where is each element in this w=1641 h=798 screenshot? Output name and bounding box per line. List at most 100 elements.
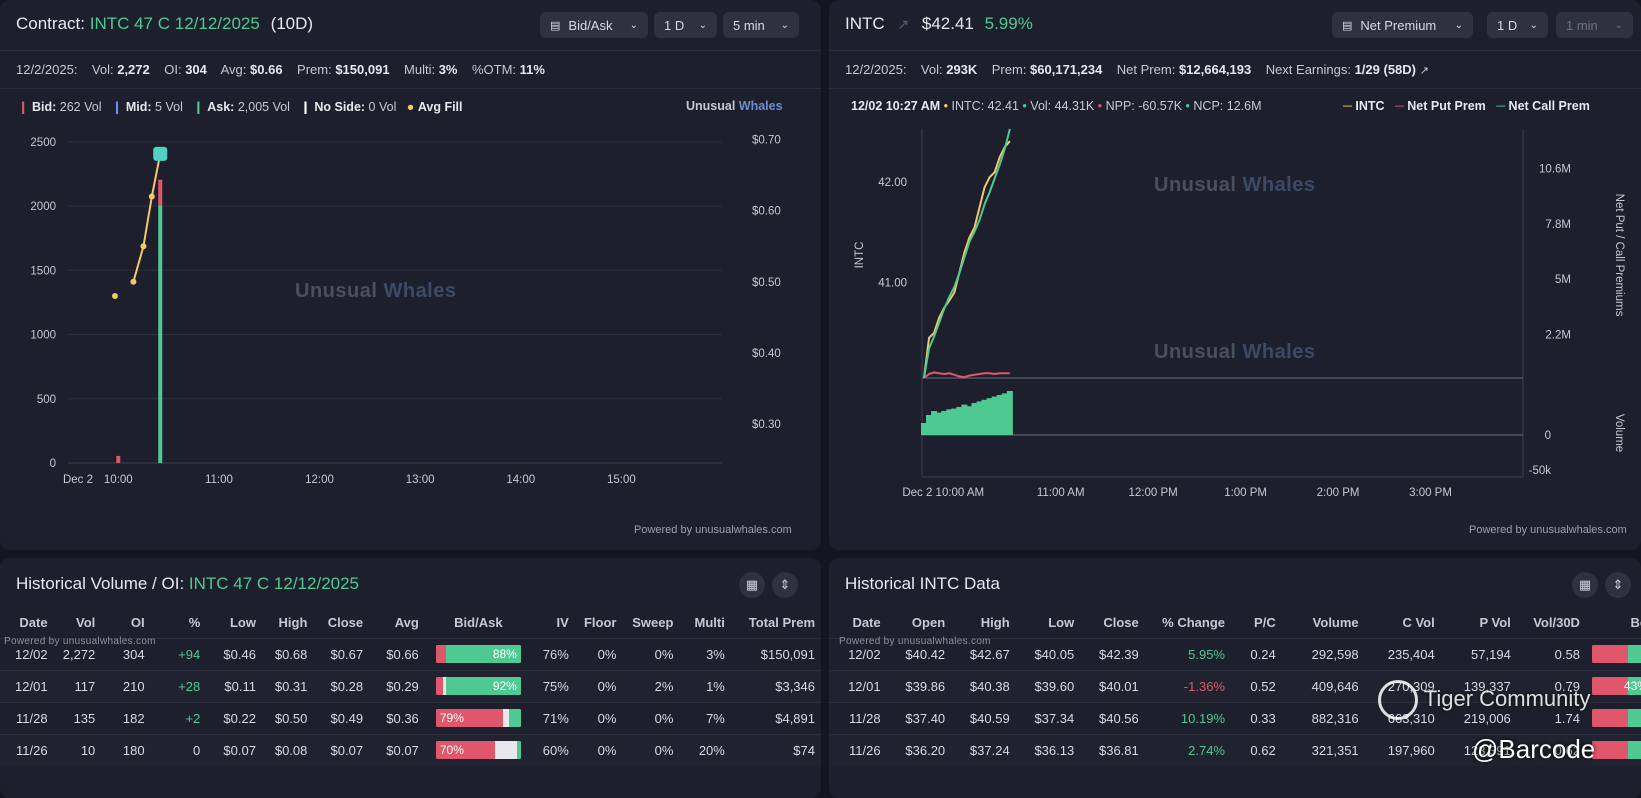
column-header[interactable]: Total Prem [748,615,815,631]
column-header[interactable]: High [278,615,308,631]
interval-dropdown-label: 5 min [733,17,765,33]
contract-symbol[interactable]: INTC 47 C 12/12/2025 [89,14,260,33]
powered-by[interactable]: Powered by unusualwhales.com [1469,524,1627,536]
powered-by[interactable]: Powered by unusualwhales.com [839,636,991,647]
column-header[interactable]: Close [327,615,364,631]
metric-dropdown-label: Net Premium [1360,17,1437,33]
table-cell: $40.59 [951,701,1016,734]
stats-avg: $0.66 [250,62,283,77]
column-header[interactable]: Floor [583,615,617,631]
volume-bar [936,412,943,435]
chart-watermark: Unusual Whales [295,280,457,302]
interval-dropdown[interactable]: 1 min ⌄ [1556,12,1633,38]
column-header[interactable]: Low [1048,615,1075,631]
y-right-tick-label: 7.8M [1545,219,1571,231]
table-cell: -1.36% [1144,669,1231,702]
column-header[interactable]: Volume [1312,615,1359,631]
volume-tick-label: 0 [1545,430,1551,442]
column-header[interactable]: C Vol [1402,615,1435,631]
column-header[interactable]: Sweep [632,615,674,631]
column-header[interactable]: IV [556,615,569,631]
column-header[interactable]: Vol [76,615,96,631]
interval-dropdown[interactable]: 5 min ⌄ [723,12,799,38]
y-right-tick-label: $0.50 [752,277,781,289]
column-header[interactable]: Avg [394,615,419,631]
column-header[interactable]: % [188,615,201,631]
table-row[interactable]: 12/02 $40.42 $42.67 $40.05 $42.39 5.95% 0.24 29… [829,637,1641,670]
table-cell: $40.01 [1080,669,1145,702]
legend-intc: INTC [1355,99,1385,113]
table-cell: 210 [101,669,151,702]
column-header[interactable]: P/C [1254,615,1276,631]
table-row[interactable]: 12/02 2,272 304 +94 $0.46 $0.68 $0.67 $0.66 88% 7… [0,637,821,670]
historical-contract-title: Historical Volume / OI: INTC 47 C 12/12/… [16,574,360,593]
ask-legend-value: 2,005 Vol [237,100,290,114]
table-cell: 11/26 [0,733,54,766]
table-row[interactable]: 11/26 $36.20 $37.24 $36.13 $36.81 2.74% 0.62 32… [829,733,1641,766]
volume-tick-label: -50k [1529,465,1552,477]
column-header[interactable]: Date [19,615,48,631]
table-settings-icon[interactable]: ▦ [1572,572,1598,598]
table-cell: $4,891 [730,701,821,734]
column-header[interactable]: Low [229,615,256,631]
y-right-tick-label: $0.70 [752,135,781,147]
table-cell: 2% [622,669,680,702]
table-cell: $0.11 [206,669,262,702]
x-tick-label: 15:00 [607,474,636,486]
column-header[interactable]: OI [130,615,145,631]
metric-dropdown[interactable]: ▤ Net Premium ⌄ [1332,12,1473,38]
table-row[interactable]: 12/01 117 210 +28 $0.11 $0.31 $0.28 $0.29 92% 75%… [0,669,821,702]
table-cell: $40.42 [886,637,952,670]
range-dropdown[interactable]: 1 D ⌄ [654,12,717,38]
chart-watermark: Unusual Whales [1154,174,1316,196]
column-header[interactable]: High [980,615,1010,631]
bid-ask-percent: 70% [439,743,464,758]
column-header[interactable]: Vol/30D [1533,615,1580,631]
bid-legend-swatch: ❙ [18,100,29,114]
range-dropdown[interactable]: 1 D ⌄ [1487,12,1548,38]
expand-icon[interactable]: ⇕ [772,572,798,598]
bid-ask-bar: 70% [435,741,521,760]
table-cell: $3,346 [730,669,821,702]
column-header[interactable]: Bid/Ask [454,615,503,631]
column-header[interactable]: Date [852,615,881,631]
powered-by[interactable]: Powered by unusualwhales.com [634,524,792,536]
column-header[interactable]: Multi [694,615,725,631]
column-header[interactable]: Close [1103,615,1139,631]
column-header[interactable]: Open [911,615,946,631]
y-left-tick-label: 0 [50,458,56,470]
powered-by[interactable]: Powered by unusualwhales.com [4,636,156,647]
column-header[interactable]: % Change [1162,615,1225,631]
column-header[interactable]: P Vol [1479,615,1511,631]
table-cell: 3 [1585,733,1641,766]
contract-chart[interactable]: 0 500 1000 1500 2000 2500 $0.30 $0.40 $0.50 $0.60… [0,115,821,545]
mid-legend-swatch: ❙ [111,100,123,114]
table-cell: $0.49 [313,701,370,734]
table-settings-icon[interactable]: ▦ [739,572,765,598]
y-left-tick-label: 500 [37,394,56,406]
community-watermark: Tiger Community [1378,680,1590,720]
expand-icon[interactable]: ⇕ [1605,572,1631,598]
table-row[interactable]: 11/26 10 180 0 $0.07 $0.08 $0.07 $0.07 70% 60% 0% 0… [0,733,821,766]
volume-bar [991,396,998,435]
table-row[interactable]: 11/28 $37.40 $40.59 $37.34 $40.56 10.19% 0.33 8… [829,701,1641,734]
stats-prem: $60,171,234 [1030,62,1103,77]
table-cell: 139,337 [1440,669,1517,702]
x-tick-label: 14:00 [506,474,535,486]
historical-contract-symbol[interactable]: INTC 47 C 12/12/2025 [188,574,360,593]
stock-chart[interactable]: 41.00 42.00 INTC 2.2M 5M 7.8M 10.6M Net Put / C… [829,115,1641,535]
table-cell: $36.81 [1080,733,1145,766]
table-cell: 0% [622,733,680,766]
external-link-icon[interactable]: ↗ [1419,65,1429,77]
side-dropdown[interactable]: ▤ Bid/Ask ⌄ [540,12,648,38]
table-cell: 92% [424,669,532,702]
table-row[interactable]: 12/01 $39.86 $40.38 $39.60 $40.01 -1.36% 0.52 4… [829,669,1641,702]
table-cell: 3% [679,637,731,670]
x-tick-label: Dec 2 [63,474,93,486]
x-tick-label: 3:00 PM [1409,487,1452,499]
column-header[interactable]: Bear/ [1630,615,1641,631]
table-row[interactable]: 11/28 135 182 +2 $0.22 $0.50 $0.49 $0.36 79% 71% 0… [0,701,821,734]
stock-ticker[interactable]: INTC [845,14,885,33]
historical-stock-table: Date Open High Low Close % Change P/C Volume C V… [829,608,1641,766]
volume-bar [931,411,938,435]
